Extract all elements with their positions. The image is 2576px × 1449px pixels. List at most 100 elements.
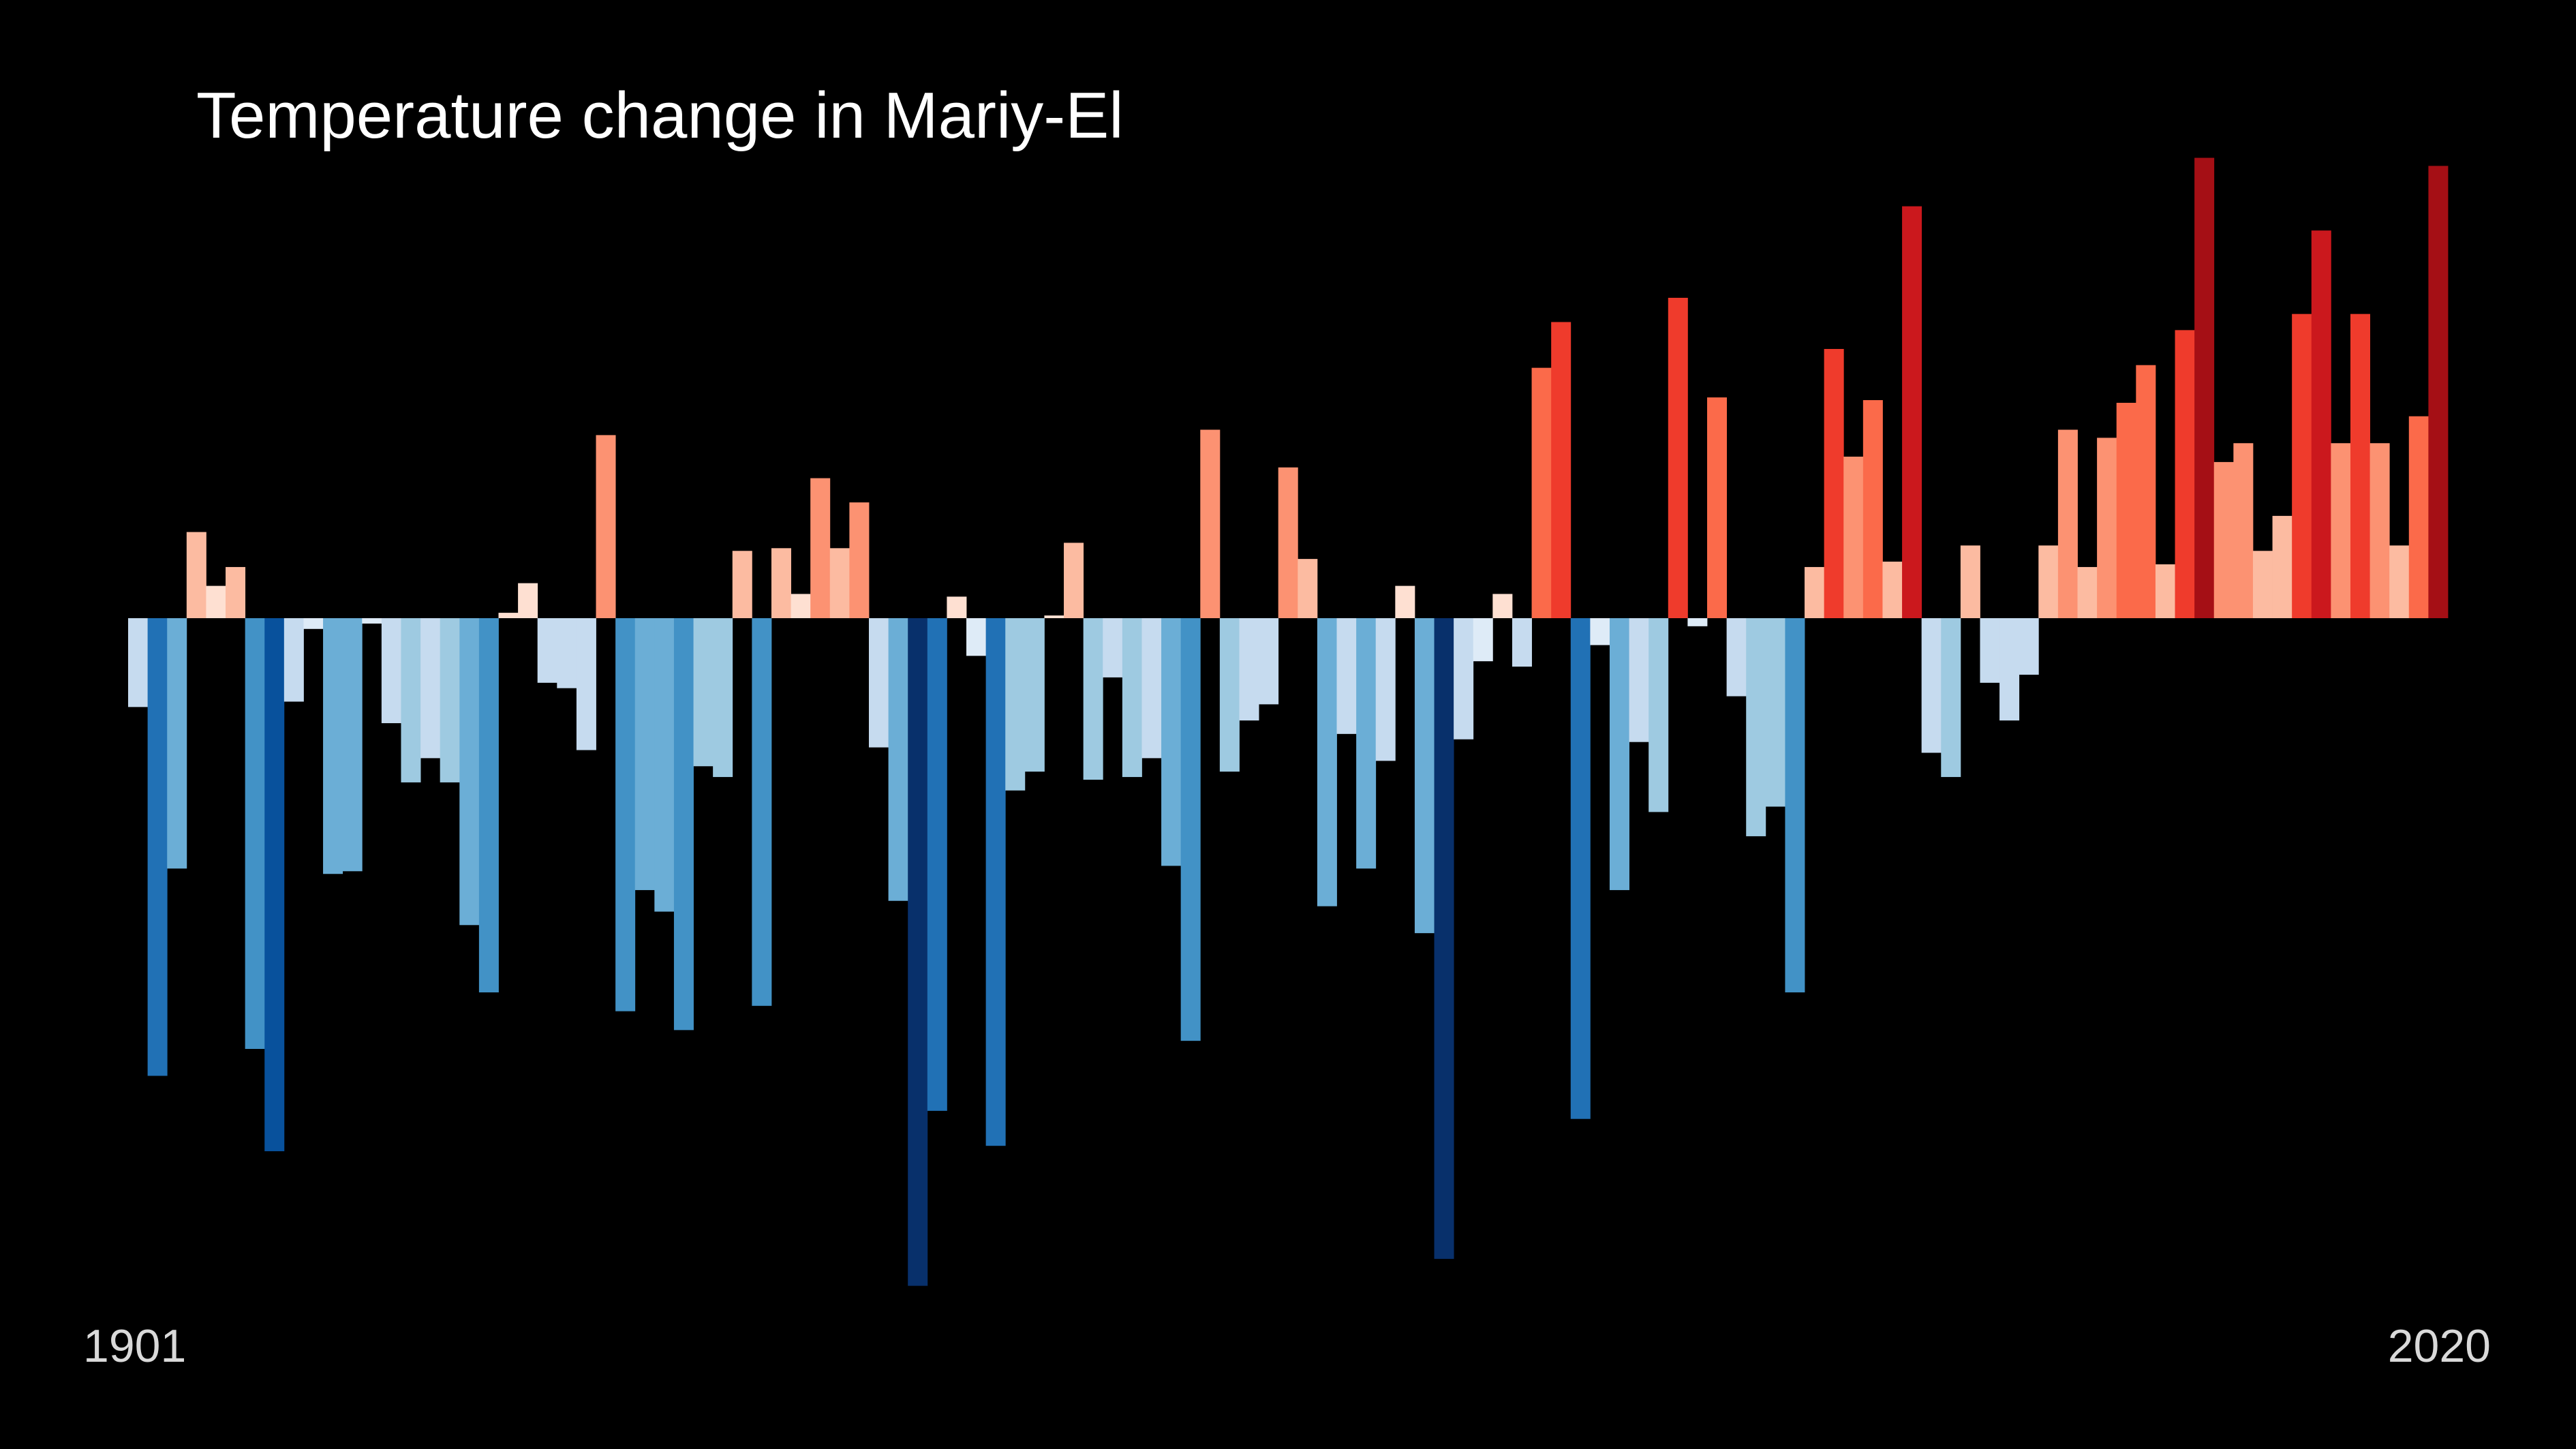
bar-1969 [1454,618,1474,739]
bar-1965 [1375,618,1396,761]
bar-1936 [810,478,831,618]
bar-1956 [1200,429,1221,618]
bar-1988 [1824,349,1844,618]
bar-1933 [752,618,772,1006]
x-start-label: 1901 [83,1320,186,1372]
bar-1939 [868,618,889,748]
bar-1907 [245,618,265,1049]
bar-1977 [1609,618,1629,890]
bar-1949 [1064,543,1084,618]
bar-1994 [1941,618,1961,778]
bar-2014 [2331,443,2351,618]
bar-2007 [2194,157,2215,619]
bar-1904 [186,532,206,618]
bar-1963 [1336,618,1357,734]
bar-1957 [1219,618,1240,772]
bar-1932 [732,551,752,618]
bar-1938 [849,502,870,618]
bar-1985 [1765,618,1785,807]
bar-1971 [1492,594,1513,618]
bar-2009 [2233,443,2254,618]
bar-1915 [401,618,421,782]
bar-2002 [2097,438,2117,618]
bar-1923 [557,618,577,688]
bar-1961 [1298,559,1318,618]
bar-1999 [2038,545,2059,618]
bar-1973 [1531,367,1552,618]
bar-1987 [1805,566,1825,618]
bar-2001 [2077,566,2098,618]
bar-1920 [498,613,519,618]
bar-1951 [1103,618,1123,677]
bar-1934 [771,548,791,618]
bar-1945 [985,618,1006,1146]
bar-1993 [1921,618,1942,753]
bar-2003 [2116,403,2136,618]
bar-1937 [829,548,850,618]
bar-2013 [2311,230,2331,618]
bar-1948 [1044,615,1064,618]
bar-1921 [518,583,538,618]
bar-1959 [1259,618,1279,705]
bar-1942 [927,618,947,1111]
bar-1941 [908,618,928,1286]
bar-1925 [596,435,616,618]
bar-1947 [1024,618,1045,772]
bar-1998 [2019,618,2039,675]
bar-1986 [1785,618,1805,993]
bar-1905 [206,585,226,618]
bar-1912 [342,618,363,872]
bar-1979 [1649,618,1669,812]
bar-1917 [440,618,460,782]
bar-1935 [791,594,811,618]
bar-1981 [1687,618,1708,626]
bar-2006 [2175,330,2195,618]
bar-1940 [888,618,908,901]
bar-2012 [2292,314,2312,618]
bar-1991 [1882,562,1903,618]
bar-1958 [1239,618,1259,721]
bar-2000 [2057,429,2078,618]
bar-1960 [1278,467,1298,618]
bar-1916 [420,618,441,759]
bar-1927 [634,618,655,890]
bar-series [128,157,2449,1286]
bar-1943 [947,596,967,618]
bar-1913 [362,618,382,624]
bar-2017 [2389,545,2410,618]
bar-1970 [1473,618,1493,662]
bar-1908 [264,618,285,1152]
bar-1919 [478,618,499,993]
bar-1918 [459,618,480,926]
bar-1978 [1629,618,1649,742]
bar-1990 [1862,400,1883,618]
bar-1914 [381,618,401,724]
bar-1930 [693,618,714,767]
bar-1928 [654,618,675,912]
bar-1976 [1590,618,1610,645]
x-end-label: 2020 [2388,1320,2491,1372]
bar-2016 [2370,443,2390,618]
bar-1955 [1180,618,1201,1041]
bar-2011 [2272,515,2293,618]
bar-2019 [2428,166,2449,618]
bar-1964 [1356,618,1377,869]
bar-1953 [1141,618,1162,759]
bar-1984 [1746,618,1766,836]
bar-1922 [537,618,557,683]
bar-1910 [303,618,324,629]
bar-1929 [673,618,694,1031]
bar-1944 [966,618,987,656]
bar-1995 [1960,545,1980,618]
bar-1954 [1161,618,1182,866]
bar-1989 [1843,457,1864,618]
bar-1968 [1434,618,1454,1260]
bar-1997 [1999,618,2020,721]
bar-1931 [713,618,733,778]
bar-1909 [283,618,304,702]
bar-1992 [1902,206,1922,618]
bar-1901 [128,618,149,707]
bar-2008 [2213,461,2234,618]
bar-1911 [323,618,343,874]
